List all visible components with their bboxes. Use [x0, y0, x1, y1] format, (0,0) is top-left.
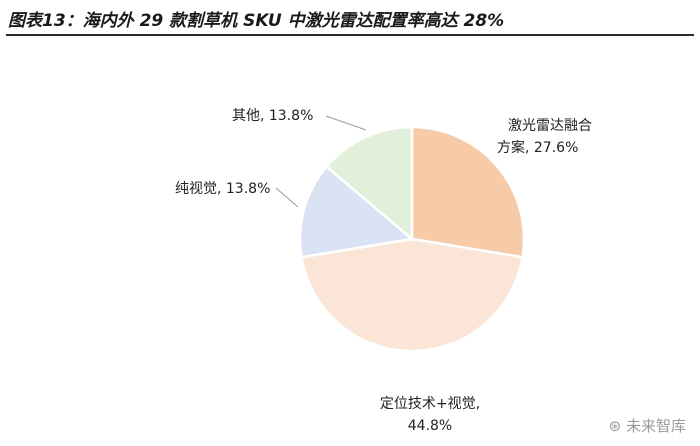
- slice-label-2: 纯视觉, 13.8%: [175, 181, 270, 197]
- chart-title: 图表13：海内外 29 款割草机 SKU 中激光雷达配置率高达 28%: [8, 11, 505, 31]
- slice-label-1: 定位技术+视觉, 44.8%: [380, 396, 480, 434]
- pie-slices: [298, 125, 526, 353]
- title-underline: [6, 34, 694, 36]
- watermark-text: 未来智库: [625, 417, 686, 435]
- pie-slice-3: [324, 125, 414, 242]
- pie-slice-0: [410, 125, 526, 259]
- watermark: ⊛ 未来智库: [609, 415, 686, 436]
- leader-line-2: [275, 187, 299, 208]
- watermark-logo-icon: ⊛: [608, 417, 622, 435]
- pie-slice-2: [298, 164, 415, 259]
- leader-lines: [275, 115, 367, 208]
- slice-label-3: 其他, 13.8%: [232, 108, 313, 124]
- leader-line-3: [325, 115, 367, 131]
- slice-labels: 激光雷达融合方案, 27.6% 定位技术+视觉, 44.8% 纯视觉, 13.8% 其他…: [175, 108, 592, 434]
- slice-label-0: 激光雷达融合方案, 27.6%: [497, 117, 592, 156]
- pie-slice-1: [300, 237, 524, 353]
